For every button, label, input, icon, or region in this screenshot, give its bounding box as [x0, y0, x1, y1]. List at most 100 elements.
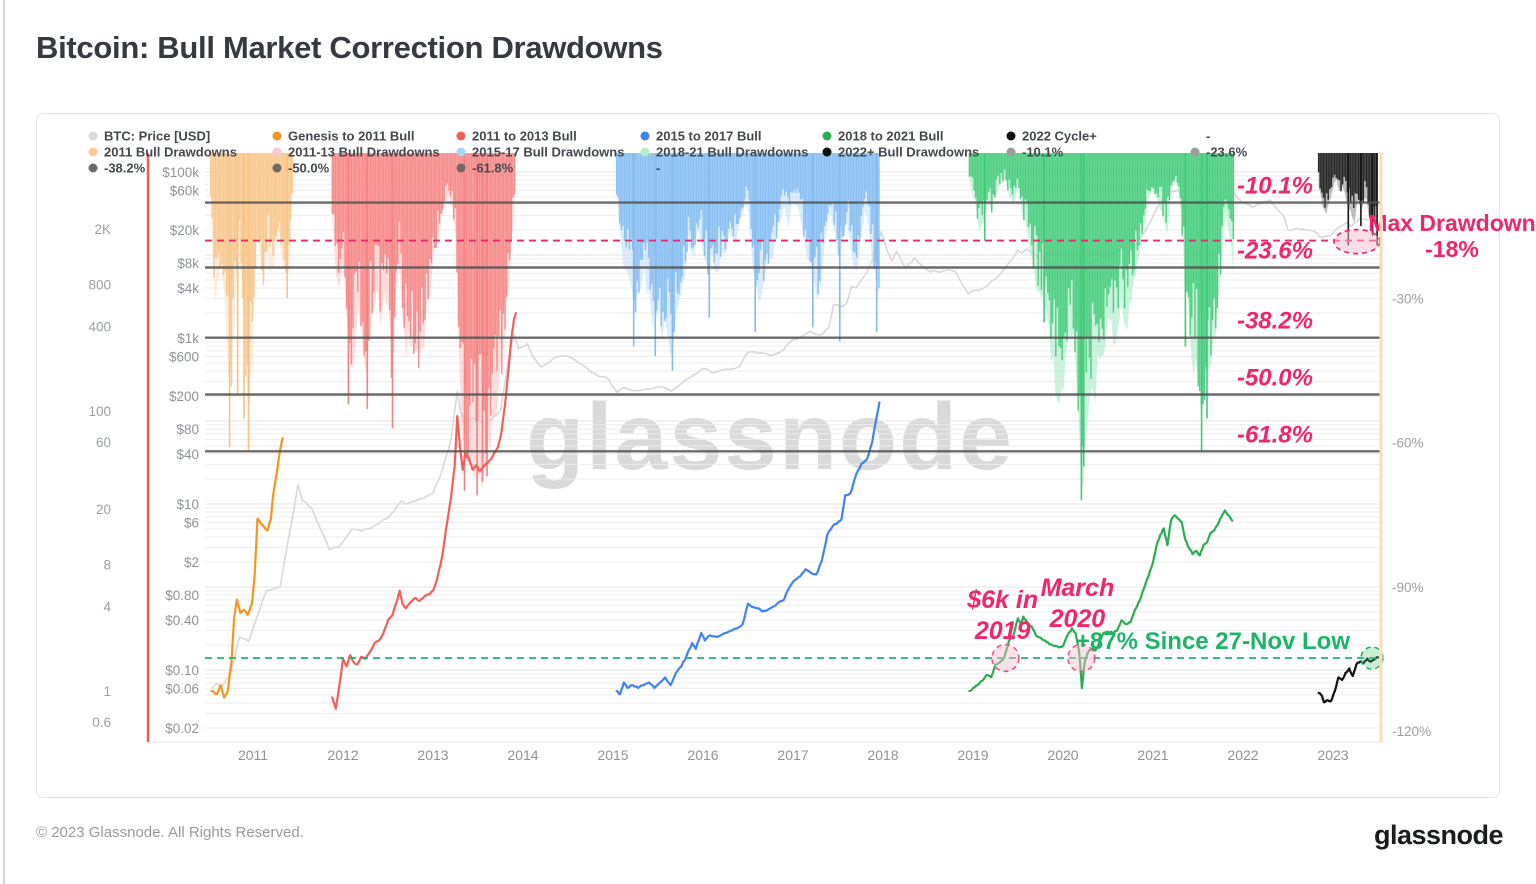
svg-text:2017: 2017 [777, 747, 808, 763]
legend-item[interactable]: 2011-13 Bull Drawdowns [272, 145, 440, 160]
legend-item[interactable]: -61.8% [456, 161, 514, 176]
since-low-annotation[interactable]: +87% Since 27-Nov Low [205, 628, 1384, 673]
bull-line-2015-to-2017-bull[interactable] [615, 401, 881, 696]
svg-text:-38.2%: -38.2% [104, 161, 146, 176]
svg-text:2021: 2021 [1137, 747, 1168, 763]
svg-text:-60%: -60% [1392, 436, 1424, 451]
callout-1[interactable]: March 2020 [1041, 574, 1115, 633]
svg-text:-120%: -120% [1392, 724, 1431, 739]
legend-item[interactable]: 2018 to 2021 Bull [822, 129, 944, 144]
svg-text:2020: 2020 [1049, 605, 1106, 633]
legend-item[interactable]: -10.1% [1006, 145, 1064, 160]
svg-text:-50.0%: -50.0% [1237, 365, 1313, 392]
svg-text:2019: 2019 [957, 747, 988, 763]
svg-text:$80: $80 [176, 422, 199, 437]
axis-ticks[interactable]: $100k $60k $20k $8k $4k $1k $600 $200 $80 $40 $10 $… [88, 165, 1431, 763]
svg-text:8: 8 [103, 558, 111, 573]
drawdown-bars-2011-13-bull-drawdowns[interactable] [331, 153, 516, 496]
svg-text:2022: 2022 [1227, 747, 1258, 763]
legend-item[interactable]: 2018-21 Bull Drawdowns [640, 145, 809, 160]
svg-text:-30%: -30% [1392, 291, 1424, 306]
svg-text:-: - [656, 161, 660, 176]
svg-text:$1k: $1k [177, 331, 199, 346]
svg-text:$0.06: $0.06 [165, 681, 199, 696]
svg-text:2015 to 2017 Bull: 2015 to 2017 Bull [656, 129, 762, 144]
svg-text:$0.40: $0.40 [165, 613, 199, 628]
svg-text:$20k: $20k [170, 223, 200, 238]
svg-text:Max Drawdown: Max Drawdown [1368, 210, 1535, 236]
bull-line-2022-cycle-[interactable] [1317, 656, 1380, 704]
page-title: Bitcoin: Bull Market Correction Drawdown… [36, 30, 663, 65]
svg-text:$0.80: $0.80 [165, 588, 199, 603]
callout-0[interactable]: $6k in 2019 [966, 586, 1038, 645]
drawdown-bars-2018-21-bull-drawdowns[interactable] [968, 153, 1235, 501]
svg-text:$40: $40 [176, 447, 199, 462]
axis-spines[interactable] [146, 153, 1383, 742]
legend-item[interactable]: 2011 to 2013 Bull [456, 129, 577, 144]
copyright-text: © 2023 Glassnode. All Rights Reserved. [36, 824, 304, 841]
legend-item[interactable]: -50.0% [272, 161, 330, 176]
left-edge-line [3, 0, 5, 884]
svg-text:2018: 2018 [867, 747, 898, 763]
fib-level-lines[interactable]: -10.1% -23.6% -38.2% -50.0% -61.8% [205, 173, 1381, 453]
svg-text:$0.10: $0.10 [165, 663, 199, 678]
svg-text:-61.8%: -61.8% [472, 161, 514, 176]
svg-text:$6k in: $6k in [966, 586, 1038, 614]
svg-text:2013: 2013 [417, 747, 448, 763]
svg-text:1: 1 [103, 684, 111, 699]
svg-text:-90%: -90% [1392, 580, 1424, 595]
svg-text:-10.1%: -10.1% [1022, 145, 1064, 160]
legend-item[interactable]: -38.2% [88, 161, 146, 176]
svg-text:2016: 2016 [687, 747, 718, 763]
svg-text:2011: 2011 [238, 747, 268, 763]
svg-text:$100k: $100k [162, 165, 199, 180]
glassnode-logo: glassnode [1373, 820, 1504, 850]
legend-item[interactable]: 2022+ Bull Drawdowns [822, 145, 980, 160]
svg-text:2011-13 Bull Drawdowns: 2011-13 Bull Drawdowns [288, 145, 440, 160]
drawdown-bars-2011-bull-drawdowns[interactable] [210, 153, 293, 453]
svg-text:4: 4 [103, 600, 111, 615]
svg-text:$2: $2 [184, 555, 199, 570]
svg-text:400: 400 [88, 320, 111, 335]
svg-text:-61.8%: -61.8% [1237, 421, 1313, 448]
legend-item[interactable]: -23.6% [1190, 145, 1248, 160]
max-drawdown-annotation[interactable]: Max Drawdown-18% [205, 210, 1536, 262]
svg-text:+87% Since 27-Nov Low: +87% Since 27-Nov Low [1076, 628, 1350, 655]
svg-text:$200: $200 [169, 389, 199, 404]
svg-text:$6: $6 [184, 515, 199, 530]
svg-text:2014: 2014 [507, 747, 538, 763]
legend-item[interactable]: 2022 Cycle+ [1006, 129, 1098, 144]
drawdown-bars-2022-bull-drawdowns[interactable] [1317, 153, 1378, 246]
svg-text:$600: $600 [169, 349, 199, 364]
legend-item[interactable]: - [1206, 129, 1210, 144]
legend-item[interactable]: 2015 to 2017 Bull [640, 129, 762, 144]
svg-text:$60k: $60k [170, 183, 200, 198]
legend-item[interactable]: 2011 Bull Drawdowns [88, 145, 237, 160]
watermark[interactable]: glassnode [526, 384, 1014, 490]
bull-line-2018-to-2021-bull[interactable] [968, 509, 1234, 693]
svg-text:2015: 2015 [597, 747, 628, 763]
legend-item[interactable]: BTC: Price [USD] [88, 129, 211, 144]
legend-item[interactable]: - [656, 161, 660, 176]
svg-text:20: 20 [96, 502, 111, 517]
svg-text:2011 to 2013 Bull: 2011 to 2013 Bull [472, 129, 577, 144]
legend-item[interactable]: Genesis to 2011 Bull [272, 129, 415, 144]
svg-text:$10: $10 [176, 497, 199, 512]
svg-text:2023: 2023 [1317, 747, 1348, 763]
svg-text:-23.6%: -23.6% [1206, 145, 1248, 160]
svg-text:2K: 2K [94, 222, 111, 237]
svg-text:-10.1%: -10.1% [1237, 173, 1313, 200]
svg-text:BTC: Price [USD]: BTC: Price [USD] [104, 129, 210, 144]
svg-text:-50.0%: -50.0% [288, 161, 330, 176]
svg-text:2019: 2019 [974, 617, 1031, 645]
svg-text:2018-21 Bull Drawdowns: 2018-21 Bull Drawdowns [656, 145, 808, 160]
svg-text:-38.2%: -38.2% [1237, 308, 1313, 335]
svg-text:$4k: $4k [177, 281, 199, 296]
bull-line-genesis-to-2011-bull[interactable] [210, 437, 284, 699]
svg-text:-: - [1206, 129, 1210, 144]
svg-text:$0.02: $0.02 [165, 721, 199, 736]
svg-text:-18%: -18% [1425, 236, 1479, 262]
legend-item[interactable]: 2015-17 Bull Drawdowns [456, 145, 625, 160]
legend[interactable]: BTC: Price [USD] Genesis to 2011 Bull 2011… [88, 129, 1248, 176]
